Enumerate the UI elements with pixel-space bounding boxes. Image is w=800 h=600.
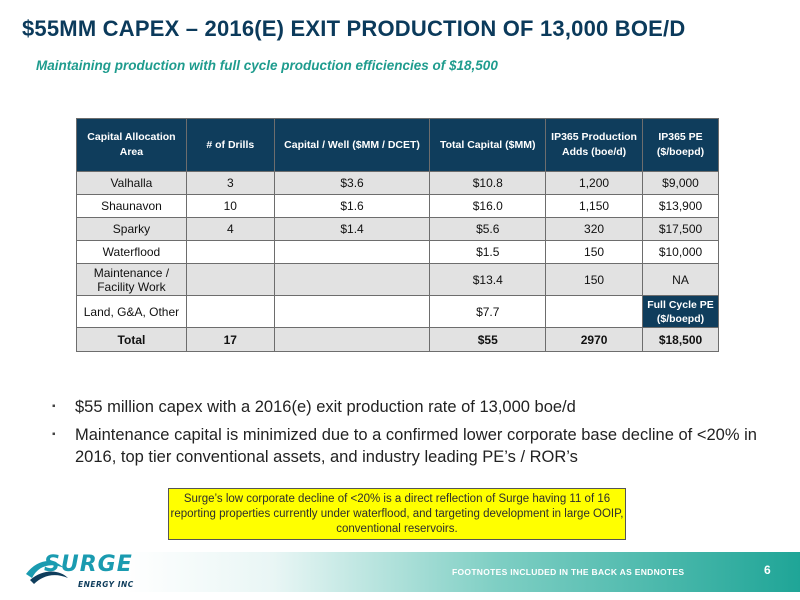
table-cell: $18,500 (642, 327, 719, 352)
table-header-row: Capital Allocation Area # of Drills Capi… (76, 118, 719, 172)
table-cell: $16.0 (429, 194, 547, 218)
table-cell: 2970 (545, 327, 644, 352)
table-cell: $1.5 (429, 240, 547, 264)
table-cell: 10 (185, 194, 275, 218)
bullet-marker: ▪ (52, 429, 56, 440)
column-header: Capital / Well ($MM / DCET) (273, 118, 431, 172)
logo-wordmark: SURGE (44, 552, 133, 577)
column-header: IP365 Production Adds (boe/d) (545, 118, 644, 172)
table-cell (545, 295, 644, 328)
table-cell: $3.6 (273, 171, 431, 195)
table-cell: $9,000 (642, 171, 719, 195)
table-cell: 320 (545, 217, 644, 241)
table-cell: 4 (185, 217, 275, 241)
table-row: Land, G&A, Other $7.7 Full Cycle PE ($/b… (76, 295, 719, 328)
table-cell: Maintenance / Facility Work (76, 263, 187, 296)
table-cell: 1,150 (545, 194, 644, 218)
slide-subtitle: Maintaining production with full cycle p… (36, 58, 498, 73)
table-cell (273, 295, 431, 328)
table-cell: 1,200 (545, 171, 644, 195)
table-cell: Total (76, 327, 187, 352)
table-cell: $10,000 (642, 240, 719, 264)
table-cell: Waterflood (76, 240, 187, 264)
table-cell: 150 (545, 263, 644, 296)
table-row: Valhalla 3 $3.6 $10.8 1,200 $9,000 (76, 171, 719, 195)
table-cell: $13,900 (642, 194, 719, 218)
page-number: 6 (764, 563, 771, 577)
table-row: Sparky 4 $1.4 $5.6 320 $17,500 (76, 217, 719, 241)
table-cell: $1.4 (273, 217, 431, 241)
table-total-row: Total 17 $55 2970 $18,500 (76, 327, 719, 352)
table-cell: 17 (185, 327, 275, 352)
footer-bar (124, 552, 800, 592)
bullet-item: ▪ $55 million capex with a 2016(e) exit … (50, 396, 770, 418)
logo-subtext: ENERGY INC (78, 580, 134, 589)
table-cell: $5.6 (429, 217, 547, 241)
wave-icon (26, 561, 68, 584)
bullet-item: ▪ Maintenance capital is minimized due t… (50, 424, 770, 468)
table-cell (273, 240, 431, 264)
column-header: Total Capital ($MM) (429, 118, 547, 172)
table-cell (273, 263, 431, 296)
table-row: Maintenance / Facility Work $13.4 150 NA (76, 263, 719, 296)
table-cell: $7.7 (429, 295, 547, 328)
capex-table: Capital Allocation Area # of Drills Capi… (76, 118, 719, 352)
full-cycle-pe-header: Full Cycle PE ($/boepd) (642, 295, 719, 328)
table-cell: $10.8 (429, 171, 547, 195)
table-cell: Land, G&A, Other (76, 295, 187, 328)
table-cell (185, 240, 275, 264)
table-cell (273, 327, 431, 352)
table-cell: Shaunavon (76, 194, 187, 218)
callout-box: Surge’s low corporate decline of <20% is… (168, 488, 626, 540)
table-cell: Valhalla (76, 171, 187, 195)
table-row: Shaunavon 10 $1.6 $16.0 1,150 $13,900 (76, 194, 719, 218)
table-cell: 3 (185, 171, 275, 195)
bullet-marker: ▪ (52, 401, 56, 412)
column-header: Capital Allocation Area (76, 118, 187, 172)
footer-footnote: FOOTNOTES INCLUDED IN THE BACK AS ENDNOT… (452, 567, 685, 577)
slide-title: $55MM CAPEX – 2016(E) EXIT PRODUCTION OF… (22, 16, 686, 41)
table-cell: NA (642, 263, 719, 296)
column-header: IP365 PE ($/boepd) (642, 118, 719, 172)
bullet-text: Maintenance capital is minimized due to … (75, 426, 757, 466)
table-cell: $13.4 (429, 263, 547, 296)
table-cell (185, 295, 275, 328)
table-cell: $55 (429, 327, 547, 352)
bullet-text: $55 million capex with a 2016(e) exit pr… (75, 398, 576, 416)
table-cell: $1.6 (273, 194, 431, 218)
column-header: # of Drills (185, 118, 275, 172)
table-cell: 150 (545, 240, 644, 264)
table-cell: Sparky (76, 217, 187, 241)
table-row: Waterflood $1.5 150 $10,000 (76, 240, 719, 264)
table-cell (185, 263, 275, 296)
company-logo: SURGE ENERGY INC (24, 548, 144, 594)
table-cell: $17,500 (642, 217, 719, 241)
bullet-list: ▪ $55 million capex with a 2016(e) exit … (50, 396, 770, 474)
